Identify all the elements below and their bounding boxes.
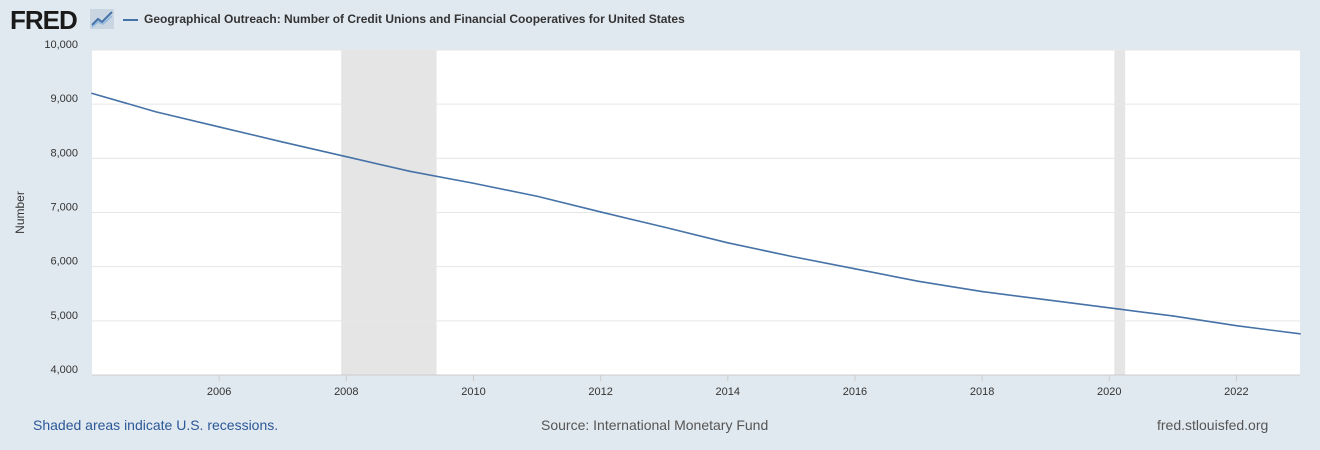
data-point (981, 290, 983, 293)
x-tick-label: 2012 (588, 386, 612, 398)
x-tick-label: 2006 (207, 386, 231, 398)
recession-note[interactable]: Shaded areas indicate U.S. recessions. (33, 417, 279, 433)
data-point (345, 155, 348, 158)
data-point (917, 280, 920, 283)
data-point (854, 268, 856, 270)
x-tick-label: 2010 (461, 386, 485, 398)
data-point (1108, 307, 1111, 309)
data-point (1299, 333, 1301, 335)
data-point (1172, 315, 1174, 317)
data-point (281, 141, 284, 143)
data-point (91, 92, 93, 95)
data-point (663, 226, 666, 228)
x-tick-label: 2016 (843, 386, 867, 398)
data-point (536, 195, 538, 198)
series-line-0[interactable] (91, 92, 1301, 335)
chart-area: 4,000 5,000 6,000 7,000 8,000 9,000 10,000 200… (13, 39, 1301, 398)
fred-logo[interactable]: FRED (10, 5, 78, 35)
data-point (472, 182, 475, 185)
data-point (1044, 298, 1047, 301)
y-axis-ticks: 4,000 5,000 6,000 7,000 8,000 9,000 10,000 (44, 39, 78, 376)
x-tick-label: 2018 (970, 386, 994, 398)
y-axis-title: Number (13, 191, 27, 234)
x-tick-label: 2022 (1224, 386, 1248, 398)
x-axis-ticks: 2006 2008 2010 2012 2014 2016 2018 2020 2022 (207, 375, 1249, 398)
data-point (218, 126, 220, 128)
series-layer (91, 92, 1301, 335)
chart-title: Geographical Outreach: Number of Credit … (144, 12, 685, 26)
x-tick-label: 2020 (1097, 386, 1121, 398)
y-tick-label: 5,000 (50, 310, 78, 322)
x-tick-label: 2008 (334, 386, 358, 398)
y-tick-label: 7,000 (50, 202, 78, 214)
chart-header: FRED Geographical Outreach: Number of Cr… (0, 0, 1320, 40)
y-tick-label: 9,000 (50, 93, 78, 105)
data-point (790, 255, 793, 258)
data-point (599, 211, 602, 213)
legend-series-marker (123, 19, 138, 21)
trend-line-icon (90, 9, 114, 29)
data-point (1235, 324, 1238, 327)
y-tick-label: 4,000 (50, 364, 78, 376)
y-tick-label: 10,000 (44, 39, 78, 51)
y-tick-label: 8,000 (50, 147, 78, 159)
data-point (409, 170, 411, 173)
source-note: Source: International Monetary Fund (541, 417, 769, 433)
data-point (154, 110, 157, 113)
data-point (726, 242, 729, 244)
x-tick-label: 2014 (716, 386, 740, 398)
site-url[interactable]: fred.stlouisfed.org (1157, 417, 1269, 433)
y-tick-label: 6,000 (50, 256, 78, 268)
